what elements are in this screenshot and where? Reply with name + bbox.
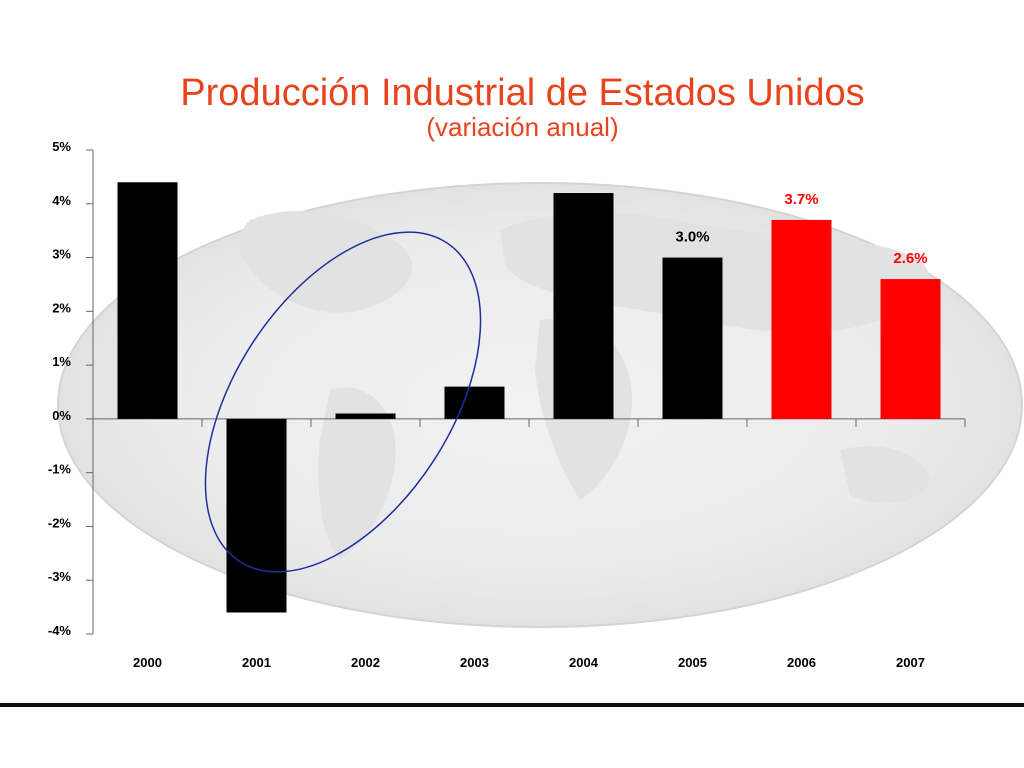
y-tick-label: -2% [48, 515, 72, 530]
y-tick-label: 5% [52, 139, 71, 154]
x-tick-label: 2006 [787, 655, 816, 670]
annotation [204, 231, 482, 573]
highlight-ellipse [204, 231, 482, 573]
bar-2003 [444, 386, 505, 419]
bars [117, 182, 941, 613]
bar-2007 [880, 279, 941, 419]
y-tick-label: -3% [48, 569, 72, 584]
y-tick-label: -4% [48, 623, 72, 638]
x-tick-label: 2002 [351, 655, 380, 670]
x-tick-label: 2003 [460, 655, 489, 670]
page-subtitle: (variación anual) [426, 112, 619, 142]
y-tick-label: 4% [52, 193, 71, 208]
bar-2006 [771, 219, 832, 419]
footer-divider [0, 703, 1024, 707]
data-label-2007: 2.6% [893, 250, 927, 267]
x-tick-label: 2001 [242, 655, 271, 670]
y-tick-label: 0% [52, 408, 71, 423]
x-tick-label: 2004 [569, 655, 599, 670]
y-tick-label: 3% [52, 247, 71, 262]
y-tick-label: 2% [52, 300, 71, 315]
x-tick-label: 2000 [133, 655, 162, 670]
bar-2000 [117, 182, 178, 419]
y-tick-label: 1% [52, 354, 71, 369]
bar-2001 [226, 418, 287, 613]
data-label-2005: 3.0% [675, 229, 709, 246]
bar-2002 [335, 413, 396, 419]
bar-2004 [553, 193, 614, 419]
y-tick-label: -1% [48, 462, 72, 477]
x-tick-label: 2007 [896, 655, 925, 670]
page-title: Producción Industrial de Estados Unidos [180, 72, 865, 114]
x-tick-label: 2005 [678, 655, 707, 670]
labels: 2000 2001 2002 2003 2004 2005 2006 2007 3.0% 3.7%… [133, 191, 928, 670]
data-label-2006: 3.7% [784, 191, 818, 208]
bar-2005 [662, 257, 723, 419]
world-map-background [57, 182, 1023, 628]
